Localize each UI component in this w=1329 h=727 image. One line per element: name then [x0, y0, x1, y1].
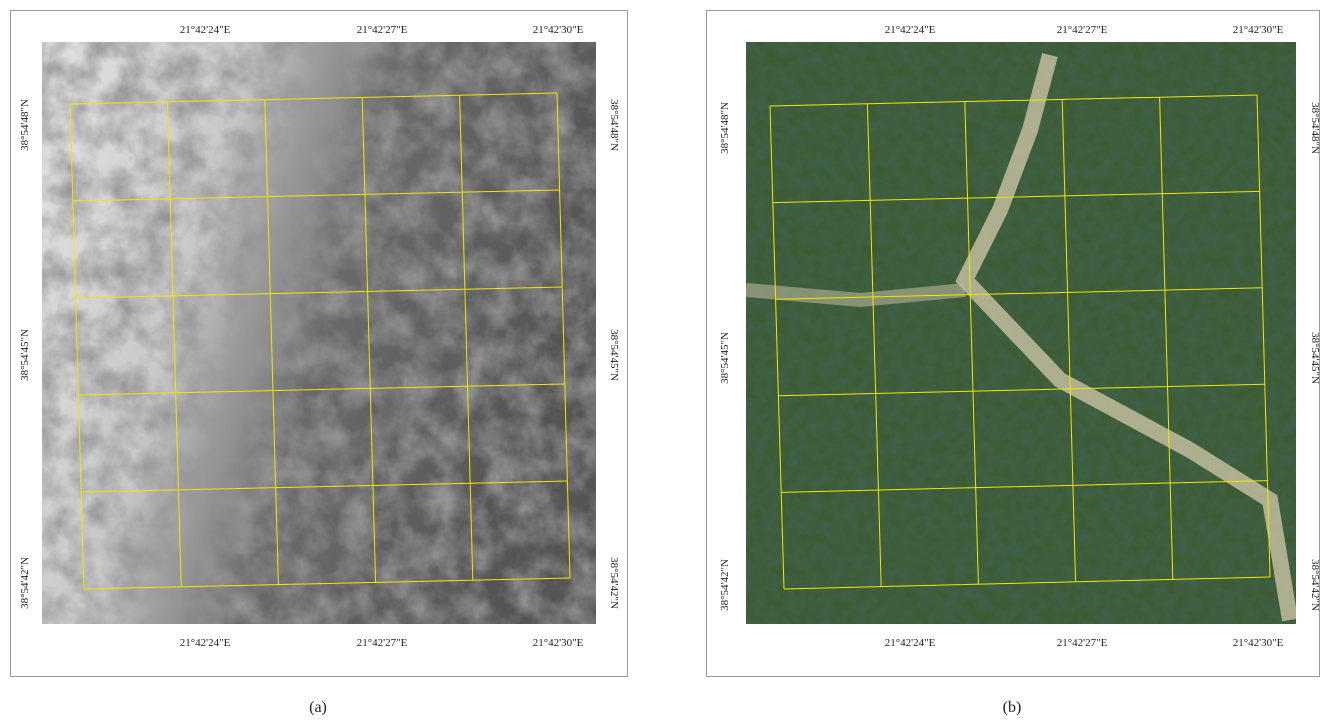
latitude-label: 38°54'42"N	[608, 557, 620, 609]
figure: 21°42'24"E 21°42'27"E 21°42'30"E 21°42'24"E…	[0, 0, 1329, 722]
latitude-label: 38°54'42"N	[19, 557, 31, 609]
panel-caption: (a)	[309, 699, 327, 716]
latitude-label: 38°54'48"N	[608, 99, 620, 151]
latitude-label: 38°54'48"N	[719, 102, 731, 154]
panel-caption: (b)	[1003, 699, 1022, 716]
latitude-label: 38°54'42"N	[1309, 559, 1321, 611]
latitude-label: 38°54'45"N	[1309, 332, 1321, 384]
longitude-label: 21°42'27"E	[357, 24, 408, 36]
latitude-label: 38°54'42"N	[719, 559, 731, 611]
longitude-label: 21°42'24"E	[885, 24, 936, 36]
longitude-label: 21°42'30"E	[533, 24, 584, 36]
longitude-label: 21°42'27"E	[1057, 637, 1108, 649]
longitude-label: 21°42'30"E	[533, 637, 584, 649]
latitude-label: 38°54'45"N	[19, 329, 31, 381]
latitude-label: 38°54'48"N	[1309, 102, 1321, 154]
grayscale-image	[42, 42, 596, 624]
longitude-label: 21°42'27"E	[1057, 24, 1108, 36]
latitude-label: 38°54'45"N	[719, 332, 731, 384]
longitude-label: 21°42'24"E	[885, 637, 936, 649]
longitude-label: 21°42'30"E	[1233, 24, 1284, 36]
longitude-label: 21°42'24"E	[180, 24, 231, 36]
latitude-label: 38°54'45"N	[608, 329, 620, 381]
color-image	[746, 42, 1296, 624]
longitude-label: 21°42'30"E	[1233, 637, 1284, 649]
longitude-label: 21°42'24"E	[180, 637, 231, 649]
longitude-label: 21°42'27"E	[357, 637, 408, 649]
latitude-label: 38°54'48"N	[19, 99, 31, 151]
